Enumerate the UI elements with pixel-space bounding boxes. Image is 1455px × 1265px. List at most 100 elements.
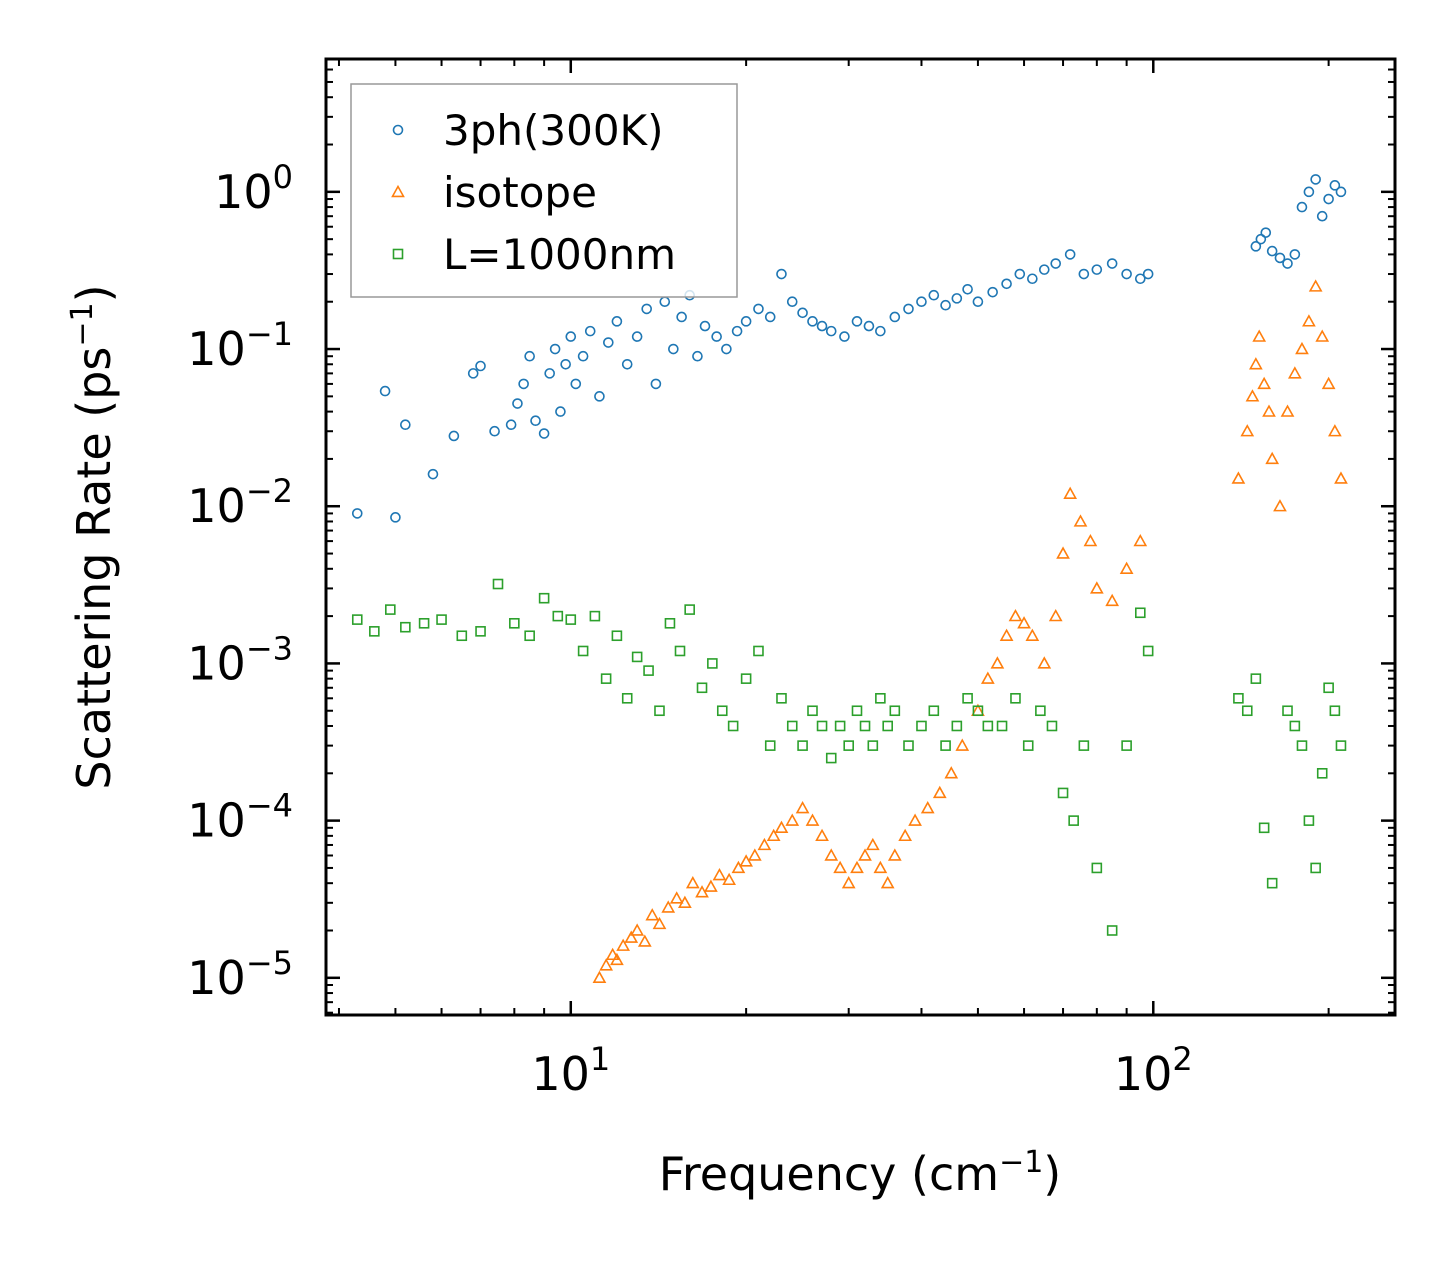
- data-point: [785, 813, 800, 826]
- series-square: [351, 578, 1347, 936]
- data-point: [674, 645, 686, 657]
- data-point: [816, 720, 828, 732]
- data-point: [1135, 273, 1146, 285]
- data-points: [351, 174, 1348, 984]
- data-point: [903, 303, 914, 315]
- data-point: [807, 316, 818, 327]
- data-point: [1078, 740, 1090, 751]
- data-point: [951, 293, 963, 304]
- data-point: [1260, 227, 1272, 238]
- data-point: [1289, 720, 1301, 732]
- data-point: [928, 289, 940, 301]
- y-axis-label: Scattering Rate (ps−1): [65, 284, 121, 789]
- data-point: [951, 720, 963, 732]
- data-point: [1064, 249, 1076, 260]
- data-point: [815, 828, 829, 842]
- data-point: [805, 813, 820, 826]
- data-point: [962, 692, 973, 704]
- x-tick-label: 102: [1114, 1040, 1193, 1101]
- legend: 3ph(300K) isotope L=1000nm: [350, 83, 738, 298]
- x-axis-label-main: Frequency (cm: [659, 1147, 999, 1201]
- data-point: [707, 658, 718, 669]
- data-point: [1245, 389, 1260, 402]
- data-point: [696, 682, 708, 694]
- data-point: [972, 705, 984, 717]
- series-circle: [351, 174, 1347, 523]
- data-point: [385, 604, 396, 615]
- data-point: [570, 378, 582, 390]
- data-point: [898, 828, 913, 842]
- data-point: [776, 692, 787, 704]
- x-tick-labels: 101 102: [531, 1040, 1192, 1101]
- data-point: [916, 720, 927, 732]
- data-point: [740, 316, 752, 327]
- data-point: [1022, 740, 1034, 751]
- data-point: [544, 368, 555, 379]
- data-point: [727, 720, 739, 732]
- data-point: [731, 325, 743, 337]
- data-point: [987, 286, 998, 298]
- data-point: [512, 398, 523, 409]
- data-point: [962, 283, 973, 295]
- data-point: [932, 785, 947, 799]
- data-point: [859, 720, 871, 732]
- data-point: [1302, 314, 1316, 327]
- y-axis-label-exponent: −1: [65, 302, 100, 346]
- data-point: [637, 934, 652, 947]
- data-point: [851, 316, 863, 327]
- data-point: [538, 592, 550, 604]
- data-point: [839, 331, 850, 342]
- data-point: [538, 428, 550, 439]
- data-point: [1310, 862, 1321, 874]
- data-point: [1274, 252, 1286, 264]
- data-point: [1057, 787, 1069, 799]
- plot-frame: [324, 57, 1397, 1017]
- data-point: [1328, 424, 1342, 437]
- data-point: [1240, 424, 1255, 437]
- data-point: [1323, 193, 1334, 205]
- data-point: [552, 610, 564, 622]
- x-tick-label: 101: [531, 1040, 610, 1101]
- data-point: [747, 848, 762, 861]
- data-point: [530, 415, 541, 427]
- data-point: [661, 900, 676, 913]
- data-point: [825, 752, 837, 764]
- data-point: [1091, 264, 1103, 275]
- data-point: [841, 876, 856, 889]
- data-point: [427, 468, 439, 480]
- y-tick-label: 100: [214, 158, 293, 219]
- data-point: [1296, 740, 1308, 751]
- data-point: [1050, 258, 1062, 269]
- y-tick-label: 10−3: [187, 629, 293, 690]
- legend-marker-triangle: [391, 184, 405, 198]
- data-point: [1335, 186, 1347, 198]
- data-point: [764, 740, 776, 751]
- data-point: [843, 740, 855, 751]
- data-point: [786, 296, 798, 308]
- data-point: [654, 705, 665, 717]
- data-point: [721, 343, 732, 355]
- data-point: [858, 848, 872, 861]
- data-point: [584, 325, 596, 337]
- data-point: [903, 740, 914, 751]
- data-point: [711, 331, 722, 342]
- data-point: [1321, 376, 1336, 390]
- data-point: [1308, 279, 1323, 292]
- data-point: [1091, 862, 1103, 874]
- data-point: [1241, 705, 1253, 717]
- legend-label: L=1000nm: [443, 230, 676, 279]
- data-point: [400, 621, 411, 633]
- data-point: [1001, 278, 1012, 290]
- data-point: [1038, 264, 1050, 275]
- data-point: [816, 320, 828, 332]
- data-point: [824, 848, 839, 861]
- data-point: [1282, 705, 1293, 717]
- data-point: [1048, 608, 1063, 622]
- data-point: [1106, 925, 1118, 936]
- data-point: [610, 952, 624, 966]
- y-tick-label: 10−4: [187, 787, 293, 848]
- data-point: [1250, 241, 1262, 252]
- data-point: [351, 614, 363, 625]
- data-point: [611, 316, 623, 327]
